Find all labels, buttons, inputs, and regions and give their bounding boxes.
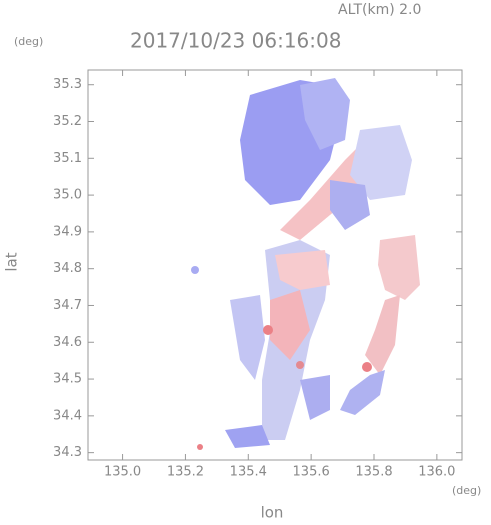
y-tick-label: 34.7	[53, 298, 82, 313]
y-tick-label: 34.5	[53, 372, 82, 387]
altitude-label: ALT(km) 2.0	[338, 2, 421, 18]
y-tick-label: 34.8	[53, 261, 82, 276]
y-unit: (deg)	[14, 35, 43, 48]
y-tick-label: 34.9	[53, 224, 82, 239]
chart-title: 2017/10/23 06:16:08	[130, 29, 341, 53]
x-tick-label: 136.0	[418, 465, 455, 480]
y-tick-label: 34.3	[53, 445, 82, 460]
x-tick-label: 135.4	[230, 465, 267, 480]
y-tick-label: 34.6	[53, 335, 82, 350]
x-tick-label: 135.2	[167, 465, 204, 480]
y-tick-label: 35.3	[53, 77, 82, 92]
y-tick-label: 35.1	[53, 151, 82, 166]
plot-frame	[87, 69, 463, 461]
x-tick-label: 135.6	[293, 465, 330, 480]
y-axis-label: lat	[3, 252, 21, 271]
x-axis-label: lon	[261, 504, 284, 522]
y-tick-label: 34.4	[53, 408, 82, 423]
y-tick-label: 35.0	[53, 188, 82, 203]
x-tick-label: 135.0	[104, 465, 141, 480]
radar-echoes	[191, 78, 420, 450]
y-tick-label: 35.2	[53, 114, 82, 129]
x-tick-label: 135.8	[355, 465, 392, 480]
x-unit: (deg)	[452, 484, 481, 497]
